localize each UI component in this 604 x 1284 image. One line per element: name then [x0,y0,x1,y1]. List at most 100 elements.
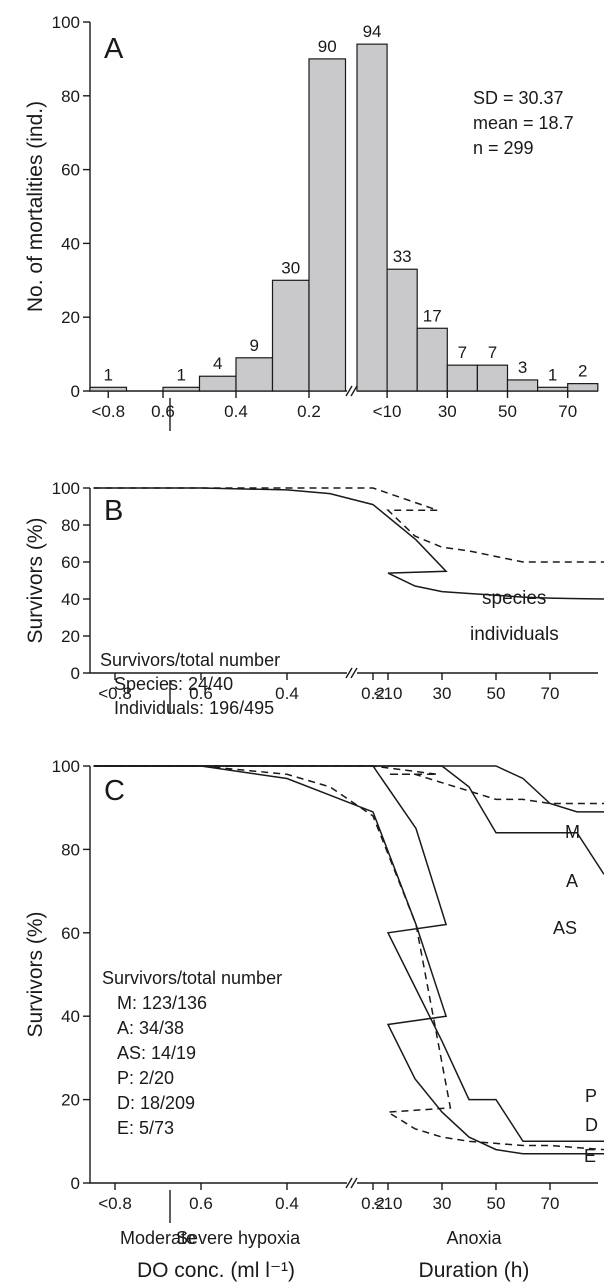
y-tick-label: 100 [52,757,80,776]
x-tick-label: 50 [498,402,517,421]
stats-label: SD = 30.37 [473,88,564,108]
bar-data-label: 30 [281,258,300,277]
bar-right [476,364,509,392]
annotation-line: Species: 24/40 [114,674,233,694]
y-tick-label: 100 [52,13,80,32]
y-tick-label: 0 [71,382,80,401]
y-axis-line [89,488,347,674]
x-axis-label-left: DO conc. (ml l⁻¹) [137,1259,295,1282]
bar-data-label: 7 [488,343,497,362]
bar-data-label: 90 [318,37,337,56]
y-axis-label: Survivors (%) [24,517,47,643]
annotation-line: Survivors/total number [102,968,282,988]
y-tick-label: 80 [61,840,80,859]
series-line-individuals [93,487,604,600]
bar-right [536,386,569,392]
bar-data-label: 3 [518,358,527,377]
x-tick-label: 0.6 [189,684,213,703]
series-line-e [93,765,604,1155]
region-label-anoxia: Anoxia [446,1228,502,1248]
y-tick-label: 60 [61,924,80,943]
bar-right [446,364,478,392]
series-end-label: M [565,822,580,842]
annotation-line: M: 123/136 [117,993,207,1013]
bar-data-label: 94 [363,22,382,41]
stats-label: n = 299 [473,138,534,158]
y-tick-label: 80 [61,87,80,106]
panel-letter: C [104,775,125,807]
series-line-p [93,765,604,1143]
annotation-line: AS: 14/19 [117,1043,196,1063]
bar-left [308,58,347,392]
bar-data-label: 7 [458,343,467,362]
bar-right [567,383,599,392]
series-end-label: AS [553,918,577,938]
bar-right [506,379,539,392]
bar-data-label: 1 [104,365,113,384]
bar-data-label: 1 [177,365,186,384]
bar-left [235,357,274,392]
x-tick-label: <10 [374,1194,403,1213]
x-tick-label: 0.6 [151,402,175,421]
y-tick-label: 20 [61,1091,80,1110]
series-line-species [93,487,604,563]
x-tick-label: 0.4 [275,684,299,703]
annotation-line: Individuals: 196/495 [114,698,274,718]
annotation-line: P: 2/20 [117,1068,174,1088]
x-tick-label: 30 [438,402,457,421]
y-tick-label: 20 [61,627,80,646]
panel-letter: B [104,495,123,527]
series-line-d [93,765,604,1151]
x-tick-label: 30 [433,684,452,703]
x-tick-label: <10 [373,402,402,421]
x-tick-label: 70 [541,1194,560,1213]
panel-a: 0 20 40 60 80 100 No. of mortalities (ind.) A 1 1… [24,13,599,431]
x-tick-label: 50 [487,684,506,703]
y-tick-label: 20 [61,308,80,327]
x-tick-label: <10 [374,684,403,703]
x-tick-label: 50 [487,1194,506,1213]
x-tick-label: 0.2 [361,1194,385,1213]
annotation-line: D: 18/209 [117,1093,195,1113]
y-tick-label: 40 [61,590,80,609]
annotation-line: A: 34/38 [117,1018,184,1038]
x-axis-label-right: Duration (h) [419,1259,530,1282]
x-tick-label: <0.8 [91,402,125,421]
x-tick-label: <0.8 [98,684,132,703]
series-end-label: A [566,871,578,891]
bar-right [356,43,388,392]
y-tick-label: 0 [71,1174,80,1193]
x-tick-label: 0.6 [189,1194,213,1213]
y-tick-label: 40 [61,1007,80,1026]
series-label-individuals: individuals [470,624,559,645]
y-tick-label: 100 [52,479,80,498]
y-axis-label: Survivors (%) [24,911,47,1037]
x-tick-label: 30 [433,1194,452,1213]
bar-data-label: 17 [423,306,442,325]
axis-break-mark [345,385,358,397]
bar-data-label: 2 [578,362,587,381]
x-tick-label: <0.8 [98,1194,132,1213]
x-tick-label: 0.2 [361,684,385,703]
annotation-line: Survivors/total number [100,650,280,670]
region-label-severe-hypoxia: Severe hypoxia [176,1228,301,1248]
series-label-species: species [482,588,546,609]
bar-left [162,386,201,392]
x-tick-label: 70 [541,684,560,703]
series-end-label: E [584,1146,596,1166]
series-line-a [93,765,604,813]
panel-c: 0 20 40 60 80 100 Survivors (%) C M A AS PDE Survivo… [24,757,604,1282]
y-tick-label: 0 [71,664,80,683]
region-label-moderate: Moderate [120,1228,196,1248]
axis-break-mark [345,667,358,679]
bar-data-label: 4 [213,354,222,373]
x-tick-label: 0.4 [275,1194,299,1213]
y-axis-label: No. of mortalities (ind.) [24,101,47,312]
y-tick-label: 60 [61,553,80,572]
series-end-label: D [585,1115,598,1135]
x-tick-label: 0.4 [224,402,248,421]
panel-letter: A [104,33,124,65]
bar-left [271,279,310,392]
